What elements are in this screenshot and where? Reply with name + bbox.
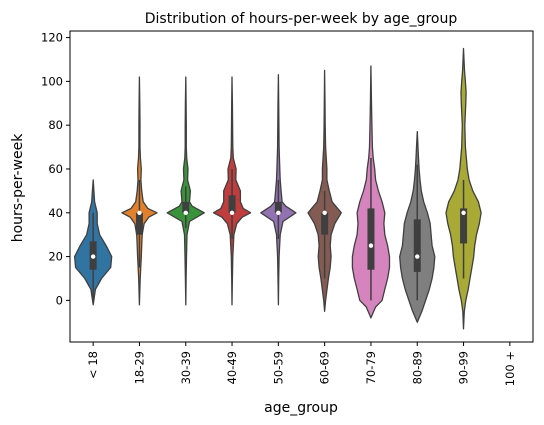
- iqr-box: [135, 212, 143, 235]
- iqr-box: [413, 219, 421, 272]
- median-marker: [322, 210, 327, 215]
- x-tick-label: 18-29: [132, 351, 146, 384]
- x-tick-label: 70-79: [364, 351, 378, 384]
- y-tick-label: 80: [48, 118, 63, 132]
- y-tick-label: 60: [48, 162, 63, 176]
- iqr-box: [321, 212, 329, 235]
- x-tick-label: 30-39: [179, 351, 193, 384]
- y-axis: 0 20 40 60 80 100 120: [41, 31, 70, 307]
- x-tick-label: 100 +: [503, 351, 517, 386]
- median-marker: [137, 210, 142, 215]
- y-tick-label: 0: [56, 293, 63, 307]
- y-tick-label: 100: [41, 74, 63, 88]
- x-axis: < 18 18-29 30-39 40-49 50-59 60-69 70-79 80-89 9…: [86, 342, 517, 386]
- median-marker: [368, 243, 374, 248]
- x-tick-label: < 18: [86, 351, 100, 379]
- violin-body-6069: [307, 69, 342, 312]
- iqr-box: [228, 195, 236, 213]
- y-tick-label: 120: [41, 31, 63, 45]
- plot-frame: [69, 30, 534, 343]
- iqr-box: [367, 208, 375, 270]
- x-tick-label: 50-59: [271, 351, 285, 384]
- median-marker: [90, 254, 96, 259]
- median-marker: [415, 254, 420, 259]
- median-marker: [183, 210, 188, 215]
- median-marker: [461, 210, 466, 215]
- y-tick-label: 20: [48, 250, 63, 264]
- x-tick-label: 60-69: [318, 351, 332, 384]
- x-axis-label: age_group: [264, 400, 338, 416]
- x-tick-label: 40-49: [225, 351, 239, 384]
- iqr-box: [460, 208, 468, 244]
- y-tick-label: 40: [48, 206, 63, 220]
- y-axis-label: hours-per-week: [10, 133, 26, 243]
- median-marker: [276, 210, 281, 215]
- iqr-box: [182, 201, 190, 213]
- median-marker: [229, 210, 235, 215]
- x-tick-label: 80-89: [410, 351, 424, 384]
- box-group: [89, 158, 468, 301]
- x-tick-label: 90-99: [457, 351, 471, 384]
- iqr-box: [274, 201, 282, 213]
- chart-title: Distribution of hours-per-week by age_gr…: [145, 11, 458, 27]
